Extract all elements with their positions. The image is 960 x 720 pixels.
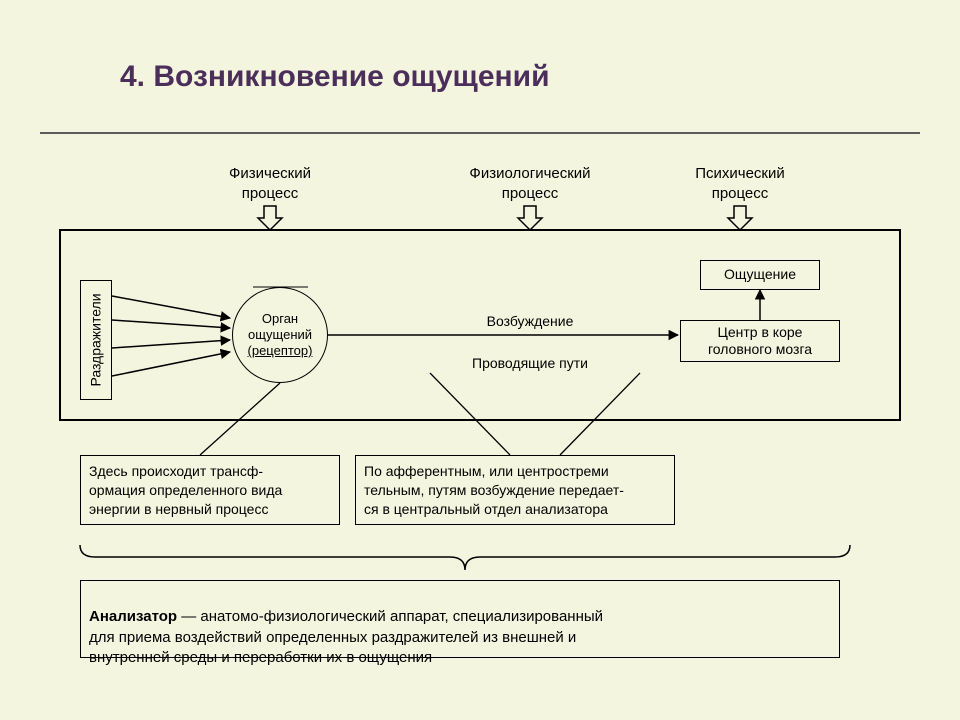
title-rule bbox=[40, 132, 920, 134]
note-right: По афферентным, или центростреми тельным… bbox=[355, 455, 675, 525]
sensation-box: Ощущение bbox=[700, 260, 820, 290]
stimuli-label: Раздражители bbox=[88, 293, 104, 386]
cortex-box: Центр в кореголовного мозга bbox=[680, 320, 840, 362]
label-physio: Физиологическийпроцесс bbox=[440, 164, 620, 203]
stimuli-box: Раздражители bbox=[80, 280, 112, 400]
label-physical: Физическийпроцесс bbox=[180, 164, 360, 203]
receptor-circle: Органощущений(рецептор) bbox=[232, 287, 328, 383]
label-psychic: Психическийпроцесс bbox=[650, 164, 830, 203]
analyzer-box: Анализатор — анатомо-физиологический апп… bbox=[80, 580, 840, 658]
slide: 4. Возникновение ощущений Физическийпроц… bbox=[0, 0, 960, 720]
note-left: Здесь происходит трансф- ормация определ… bbox=[80, 455, 340, 525]
pathways-label: Проводящие пути bbox=[440, 354, 620, 372]
excitation-label: Возбуждение bbox=[440, 312, 620, 330]
slide-title: 4. Возникновение ощущений bbox=[120, 60, 550, 94]
